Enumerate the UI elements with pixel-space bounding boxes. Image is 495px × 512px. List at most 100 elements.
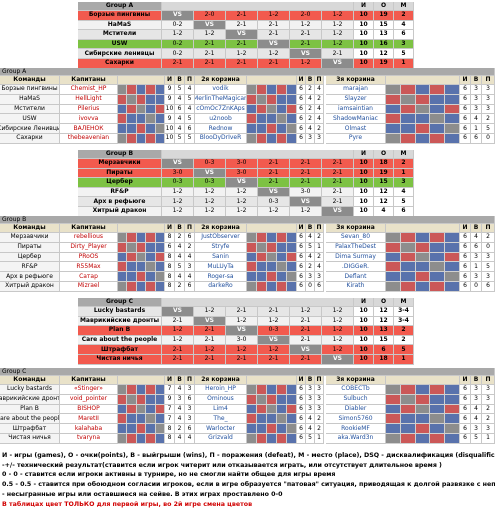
captain-stat: 8 — [165, 282, 175, 292]
match-cell — [118, 282, 128, 292]
captain-stat: 3 — [185, 262, 195, 273]
player-stat: 6 — [315, 282, 324, 292]
match-result: 2-1 — [290, 159, 322, 169]
stat-place: 3 — [394, 39, 414, 50]
match-cell — [430, 272, 446, 282]
match-cell — [127, 394, 137, 405]
player-stat: 4 — [471, 404, 482, 415]
match-cell — [445, 424, 460, 434]
match-result: 0-3 — [194, 178, 226, 188]
team-name: RF&P — [78, 187, 162, 198]
captain-stat: 4 — [185, 104, 195, 115]
player-stat: 6 — [297, 434, 306, 444]
team-name: Арх в рефьюге — [0, 272, 60, 282]
match-cell — [277, 124, 287, 134]
team-name: Пираты — [78, 168, 162, 179]
captain-stat: 9 — [165, 394, 175, 405]
match-cell — [118, 94, 128, 105]
match-result: VS — [226, 30, 258, 40]
match-cell — [287, 394, 297, 405]
legend-line: - несыгранные игры или оставшиеся на сей… — [2, 490, 283, 498]
detail-header: Капитаны — [60, 76, 118, 85]
col-header: М — [394, 298, 414, 307]
stat-games: 10 — [354, 187, 374, 198]
team-name: Care about the people — [0, 414, 60, 425]
player-stat: 0 — [482, 134, 495, 144]
match-result: 2-0 — [194, 11, 226, 21]
stat-points: 19 — [374, 168, 394, 179]
match-cell — [118, 434, 128, 444]
match-cell — [257, 282, 267, 292]
match-cell — [118, 85, 128, 95]
player-stat: 6 — [482, 282, 495, 292]
match-cell — [386, 233, 401, 243]
match-cell — [146, 394, 156, 405]
captain-stat: 5 — [175, 85, 185, 95]
legend-line: 0 - 0 - ставится если игроки активны в т… — [2, 471, 336, 479]
match-cell — [146, 434, 156, 444]
match-cell — [267, 252, 277, 263]
detail-header: В — [471, 76, 482, 85]
stat-place: 5 — [394, 345, 414, 355]
match-cell — [267, 414, 277, 425]
match-cell — [155, 114, 165, 125]
match-cell — [118, 394, 128, 405]
match-cell — [430, 262, 446, 273]
player-stat: 4 — [306, 94, 315, 105]
player-stat: 3 — [482, 252, 495, 263]
match-cell — [400, 272, 416, 282]
player-stat: 6 — [471, 242, 482, 253]
match-cell — [118, 124, 128, 134]
stat-points: 12 — [374, 197, 394, 207]
match-cell — [277, 233, 287, 243]
match-cell — [386, 252, 401, 263]
match-cell — [415, 85, 431, 95]
match-result: 1-2 — [290, 20, 322, 31]
match-cell — [400, 104, 416, 115]
match-cell — [127, 414, 137, 425]
match-cell — [155, 282, 165, 292]
col-header: О — [374, 150, 394, 159]
player-stat: 6 — [297, 94, 306, 105]
player-stat: 6 — [297, 104, 306, 115]
player: Roger-sa — [195, 272, 247, 282]
captain-stat: 7 — [165, 414, 175, 425]
match-result: 1-2 — [258, 316, 290, 327]
match-cell — [386, 114, 401, 125]
match-cell — [445, 94, 460, 105]
match-cell — [155, 262, 165, 273]
match-cell — [247, 104, 257, 115]
captain-stat: 6 — [185, 282, 195, 292]
player-stat: 4 — [471, 114, 482, 125]
match-cell — [146, 424, 156, 434]
player-stat: 3 — [482, 424, 495, 434]
header-fill — [386, 224, 460, 233]
player-stat: 3 — [482, 94, 495, 105]
match-cell — [146, 124, 156, 134]
group-label: Group B — [0, 216, 495, 224]
title-fill — [162, 150, 354, 159]
match-cell — [415, 414, 431, 425]
match-cell — [146, 262, 156, 273]
captain-stat: 4 — [175, 252, 185, 263]
player-stat: 2 — [482, 233, 495, 243]
detail-header: П — [482, 76, 495, 85]
player: Diabler — [326, 404, 386, 415]
col-header: И — [354, 2, 374, 11]
player-stat: 2 — [315, 124, 324, 134]
match-cell — [267, 404, 277, 415]
stat-place: 1 — [394, 168, 414, 179]
match-cell — [277, 404, 287, 415]
col-header: О — [374, 298, 394, 307]
player-stat: 6 — [460, 233, 471, 243]
player: ShadowManiac — [326, 114, 386, 125]
team-name: Чистая ничья — [78, 355, 162, 365]
match-cell — [445, 282, 460, 292]
stat-points: 13 — [374, 326, 394, 336]
col-header: О — [374, 2, 394, 11]
match-cell — [415, 233, 431, 243]
stat-place: 3-4 — [394, 316, 414, 327]
captain: ivovva — [60, 114, 118, 125]
captain-stat: 3 — [175, 394, 185, 405]
captain-stat: 4 — [175, 414, 185, 425]
